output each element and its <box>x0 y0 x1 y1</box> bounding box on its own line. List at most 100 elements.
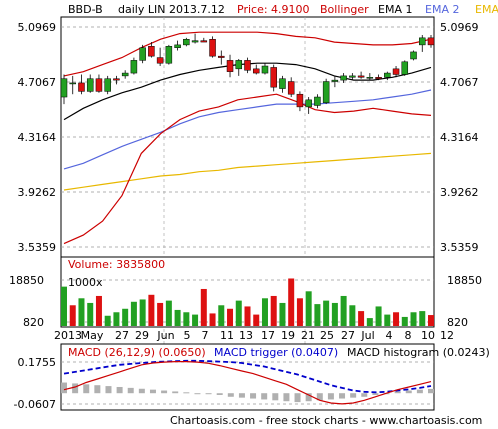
volume-unit: 1000x <box>68 276 103 289</box>
volume-bars <box>61 278 434 326</box>
volume-bar <box>113 312 120 326</box>
volume-bar <box>227 308 234 326</box>
candle-down <box>218 55 225 58</box>
candle-up <box>261 65 269 74</box>
candle-up <box>366 77 374 79</box>
volume-tick-right: 18850 <box>447 274 482 287</box>
candle-up <box>235 60 243 70</box>
volume-bar <box>244 306 251 326</box>
candle-down <box>427 37 435 46</box>
volume-bar <box>428 315 434 326</box>
volume-bar <box>61 286 67 326</box>
volume-bar <box>261 298 268 326</box>
candle-up <box>165 46 173 64</box>
macd-histogram-bar <box>183 392 190 394</box>
price-tick-right: 3.9262 <box>440 186 479 199</box>
volume-bar <box>200 288 207 326</box>
macd-histogram-bar <box>294 393 301 403</box>
volume-bar <box>305 291 312 326</box>
macd-histogram-bar <box>316 393 323 401</box>
macd-histogram-bar <box>238 393 245 398</box>
volume-bar <box>95 295 102 326</box>
macd-histogram-bar <box>161 390 168 394</box>
volume-bar <box>419 311 426 326</box>
candle-up <box>174 44 181 48</box>
candle-up <box>419 37 426 46</box>
x-tick-label: 12 <box>440 329 454 342</box>
macd-y-axis: 0.1755 -0.0607 <box>14 356 56 411</box>
macd-label: MACD (26,12,9) (0.0650) <box>68 346 206 359</box>
candle-down <box>200 40 208 43</box>
macd-histogram-bar <box>327 393 334 400</box>
price-tick-left: 4.7067 <box>18 76 57 89</box>
candle-up <box>314 96 321 106</box>
price-tick-left: 4.3164 <box>18 131 57 144</box>
price-tick-right: 4.3164 <box>440 131 479 144</box>
volume-bar <box>139 299 146 326</box>
macd-histogram-bar <box>138 388 145 394</box>
volume-label: Volume: 3835800 <box>68 258 165 271</box>
candle-up <box>410 51 417 60</box>
volume-bar <box>183 312 190 326</box>
candle-down <box>209 38 216 57</box>
macd-histogram-bar <box>283 393 290 402</box>
x-tick-label: 4 <box>386 329 393 342</box>
x-tick-label: 2013 <box>54 329 82 342</box>
footer-text: Chartoasis.com - free stock charts - www… <box>170 414 482 427</box>
macd-histogram-bar <box>61 382 67 394</box>
candle-up <box>60 78 68 98</box>
macd-histogram-bar <box>83 384 90 394</box>
x-tick-label: 21 <box>301 329 315 342</box>
macd-histogram-bar <box>149 389 156 394</box>
candle-up <box>349 75 356 78</box>
x-tick-label: 25 <box>320 329 334 342</box>
volume-bar <box>366 318 373 326</box>
volume-bar <box>323 300 330 326</box>
candle-up <box>340 75 347 81</box>
macd-histogram-bar <box>94 385 101 394</box>
volume-tick-left: 18850 <box>9 274 44 287</box>
x-tick-label: 8 <box>405 329 412 342</box>
macd-histogram-bar <box>216 393 223 395</box>
period-label: daily LIN 2013.7.12 <box>118 3 225 16</box>
volume-bar <box>384 314 391 326</box>
volume-bar <box>78 298 85 326</box>
macd-tick-left: 0.1755 <box>18 356 57 369</box>
volume-bar <box>410 312 417 326</box>
volume-bar <box>288 278 295 326</box>
volume-bar <box>393 312 400 326</box>
macd-line <box>63 361 432 405</box>
ticker-label: BBD-B <box>68 3 103 16</box>
volume-bar <box>349 305 356 326</box>
x-tick-label: 27 <box>115 329 129 342</box>
candle-down <box>113 78 120 81</box>
ema3-line <box>63 152 432 191</box>
macd-trigger-line <box>63 359 432 394</box>
candle-up <box>69 82 76 85</box>
macd-histogram-label: MACD histogram (0.0243) <box>347 346 490 359</box>
volume-bar <box>279 302 286 326</box>
macd-histogram-bar <box>272 393 279 401</box>
macd-histogram-bar <box>361 393 368 397</box>
macd-histogram-bar <box>416 389 423 394</box>
macd-histogram-bar <box>172 391 179 394</box>
macd-trigger-label: MACD trigger (0.0407) <box>214 346 338 359</box>
volume-bar <box>122 308 129 326</box>
macd-panel <box>60 343 435 411</box>
candle-up <box>331 79 339 82</box>
candle-down <box>95 78 103 92</box>
macd-histogram-bar <box>127 387 134 394</box>
ema2-label: EMA 2 <box>425 3 459 16</box>
volume-bar <box>235 300 242 326</box>
volume-tick-left: 820 <box>23 316 44 329</box>
volume-bar <box>296 298 303 326</box>
volume-bar <box>209 313 216 326</box>
volume-bar <box>253 314 260 326</box>
candle-down <box>357 75 365 78</box>
price-tick-left: 3.5359 <box>18 241 57 254</box>
candle-up <box>139 47 146 61</box>
volume-y-axis: 18850 18850 820 820 <box>9 274 482 329</box>
volume-bar <box>69 305 76 326</box>
